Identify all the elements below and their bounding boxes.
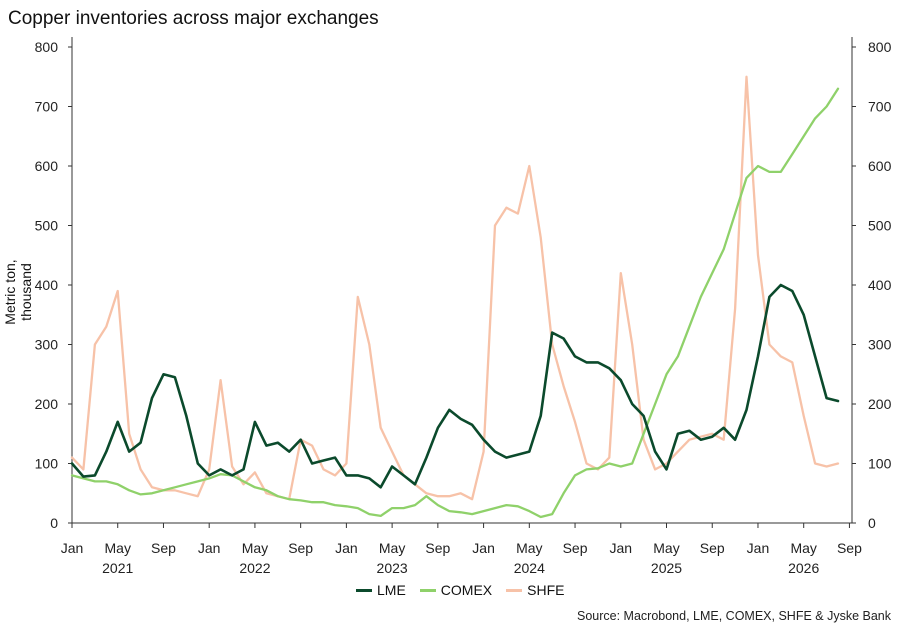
x-tick-label: Sep [837,540,862,556]
y-tick-label-right: 800 [868,39,892,55]
y-tick-label-right: 200 [868,396,892,412]
x-tick-label: Jan [472,540,495,556]
legend-label-lme: LME [377,582,406,598]
y-tick-label-right: 600 [868,158,892,174]
y-tick-label-left: 400 [35,277,59,293]
legend-swatch-lme [356,588,372,592]
y-tick-label-left: 100 [35,456,59,472]
x-tick-label: May [790,540,816,556]
x-year-label: 2025 [651,560,682,576]
x-tick-label: Sep [288,540,313,556]
series-line-lme [70,283,840,489]
x-year-label: 2022 [239,560,270,576]
x-tick-label: Jan [198,540,221,556]
series-layer [70,75,840,519]
x-tick-label: Jan [747,540,770,556]
series-line-comex [70,87,840,519]
y-tick-label-left: 200 [35,396,59,412]
x-year-label: 2024 [514,560,545,576]
x-tick-label: Jan [61,540,84,556]
y-tick-label-right: 0 [868,515,876,531]
axes: 0 0 100 100 200 200 300 300 400 400 500 500 600 600 70… [35,37,892,576]
source-note: Source: Macrobond, LME, COMEX, SHFE & Jy… [576,609,891,623]
legend-item-shfe: SHFE [506,582,564,598]
x-year-label: 2021 [102,560,133,576]
legend-item-lme: LME [356,582,406,598]
series-line-shfe [70,75,840,501]
y-tick-label-left: 800 [35,39,59,55]
y-tick-label-left: 600 [35,158,59,174]
legend: LME COMEX SHFE [356,582,564,598]
chart-title: Copper inventories across major exchange… [8,8,379,29]
x-tick-label: Sep [151,540,176,556]
x-tick-label: May [516,540,542,556]
x-tick-label: Sep [563,540,588,556]
legend-swatch-comex [419,588,436,592]
x-tick-label: May [379,540,405,556]
x-year-label: 2023 [377,560,408,576]
y-tick-label-right: 700 [868,99,892,115]
legend-label-shfe: SHFE [527,582,565,598]
x-tick-label: May [653,540,679,556]
y-tick-label-right: 500 [868,218,892,234]
x-tick-label: May [242,540,268,556]
y-tick-label-right: 100 [868,456,892,472]
x-tick-label: Jan [609,540,632,556]
y-tick-label-right: 300 [868,337,892,353]
x-tick-label: Jan [335,540,358,556]
y-tick-label-left: 300 [35,337,59,353]
legend-label-comex: COMEX [440,582,493,598]
y-tick-label-left: 500 [35,218,59,234]
y-tick-label-right: 400 [868,277,892,293]
x-tick-label: Sep [700,540,725,556]
y-tick-label-left: 700 [35,99,59,115]
x-tick-label: Sep [425,540,450,556]
x-tick-label: May [105,540,131,556]
legend-item-comex: COMEX [419,582,493,598]
x-year-label: 2026 [788,560,819,576]
y-tick-label-left: 0 [50,515,58,531]
legend-swatch-shfe [506,588,523,592]
